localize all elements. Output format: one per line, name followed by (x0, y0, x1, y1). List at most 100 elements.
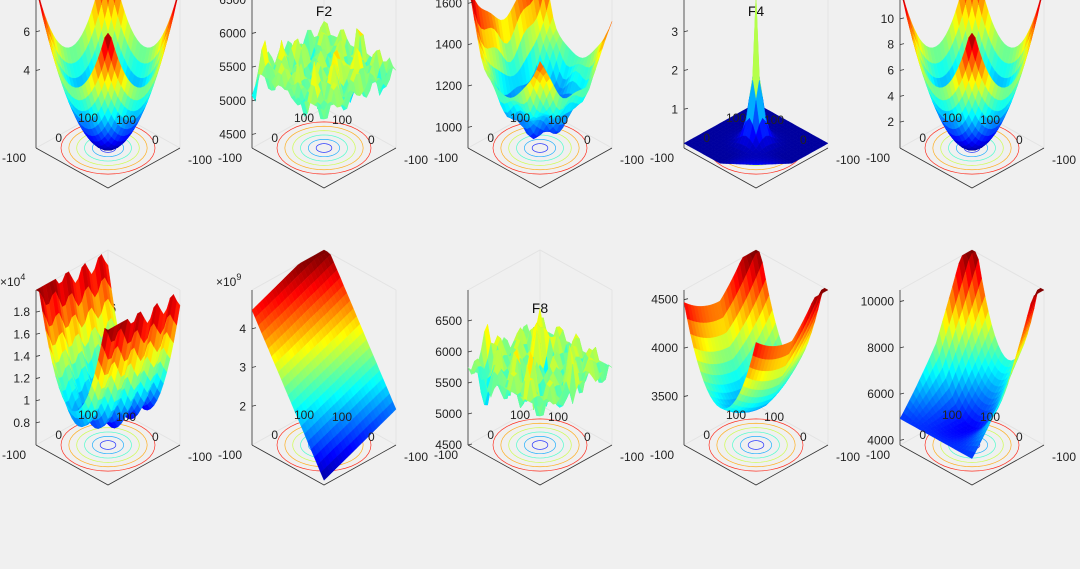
y-tick-label: 0 (800, 430, 807, 444)
z-tick-label: 1 (23, 394, 30, 408)
floor-axis (467, 444, 613, 486)
surface (251, 20, 397, 120)
x-tick-label: 0 (919, 131, 926, 145)
contour-line (739, 435, 773, 455)
z-tick (35, 421, 41, 424)
contour-line (523, 138, 557, 158)
y-tick-label: -100 (620, 450, 644, 464)
z-exponent-power: 4 (20, 272, 25, 282)
y-tick-label: 0 (800, 133, 807, 147)
contour-line (516, 134, 564, 162)
z-tick-label: 5000 (435, 407, 462, 421)
z-tick-label: 1600 (435, 0, 462, 10)
z-tick (35, 30, 41, 33)
z-tick (35, 377, 41, 379)
z-tick (467, 350, 473, 353)
floor-axis (467, 147, 613, 189)
contour-line (315, 143, 333, 153)
contour-line (492, 121, 588, 175)
z-tick-label: 5500 (435, 376, 462, 390)
contour-line (523, 435, 557, 455)
y-tick-label: -100 (404, 153, 428, 167)
contour-line (724, 427, 788, 463)
contour-line (708, 418, 804, 472)
surface-patch (104, 32, 112, 51)
x-tick-label: 100 (726, 408, 746, 422)
y-tick-label: -100 (404, 450, 428, 464)
contour-line (68, 422, 148, 468)
surface (35, 253, 181, 429)
z-tick (683, 346, 689, 349)
x-tick-label: -100 (434, 151, 458, 165)
z-tick (899, 94, 905, 97)
z-tick-label: 1400 (435, 38, 462, 52)
z-tick-label: 0.8 (13, 416, 30, 430)
x-tick-label: 100 (510, 408, 530, 422)
z-tick-label: 2 (671, 64, 678, 78)
z-tick-label: 3 (671, 25, 678, 39)
surface (467, 308, 613, 417)
contour-line (516, 431, 564, 459)
x-tick-label: -100 (2, 448, 26, 462)
z-tick (899, 17, 905, 20)
contour-line (300, 134, 348, 162)
z-tick-label: 1.2 (13, 372, 30, 386)
z-tick (899, 69, 905, 71)
z-tick-label: 3500 (651, 390, 678, 404)
z-tick (467, 1, 473, 4)
x-tick-label: 0 (271, 131, 278, 145)
z-tick (251, 65, 257, 68)
x-tick-label: -100 (2, 151, 26, 165)
contour-line (292, 130, 356, 166)
z-tick (251, 133, 257, 135)
surface (683, 249, 829, 413)
y-tick-label: 0 (584, 430, 591, 444)
surface (38, 0, 178, 151)
y-tick-label: 100 (332, 410, 352, 424)
z-tick (467, 319, 473, 322)
z-tick-label: 1.4 (13, 349, 30, 363)
y-tick-label: 100 (116, 410, 136, 424)
z-tick (251, 99, 257, 102)
y-tick-label: -100 (836, 153, 860, 167)
x-tick-label: 100 (942, 111, 962, 125)
surface (470, 0, 613, 140)
contour-line (99, 440, 117, 450)
contour-line (284, 125, 364, 171)
z-tick-label: 5500 (219, 60, 246, 74)
z-tick-label: 6500 (435, 314, 462, 328)
z-tick (899, 120, 905, 123)
z-tick-label: 2 (239, 399, 246, 413)
y-tick-label: 100 (116, 113, 136, 127)
x-tick-label: -100 (218, 151, 242, 165)
contour-line (60, 121, 156, 175)
z-tick (683, 69, 689, 71)
floor-axis (35, 444, 181, 486)
z-tick (35, 355, 41, 357)
z-tick (467, 84, 473, 87)
z-tick (35, 310, 41, 313)
z-tick (467, 412, 473, 415)
y-tick-label: 0 (368, 133, 375, 147)
z-tick-label: 4 (239, 322, 246, 336)
x-tick-label: 0 (703, 131, 710, 145)
surface (683, 0, 829, 165)
z-tick (35, 332, 41, 335)
y-tick-label: -100 (1052, 153, 1076, 167)
z-tick-label: 4000 (651, 341, 678, 355)
z-tick-label: 5000 (219, 94, 246, 108)
z-tick-label: 4500 (651, 293, 678, 307)
surface-patch (602, 30, 609, 44)
y-tick-label: 100 (764, 113, 784, 127)
z-tick-label: 4 (887, 89, 894, 103)
z-tick-label: 8 (887, 38, 894, 52)
y-tick-label: 0 (1016, 133, 1023, 147)
x-tick-label: -100 (218, 448, 242, 462)
z-tick-label: 4 (23, 64, 30, 78)
